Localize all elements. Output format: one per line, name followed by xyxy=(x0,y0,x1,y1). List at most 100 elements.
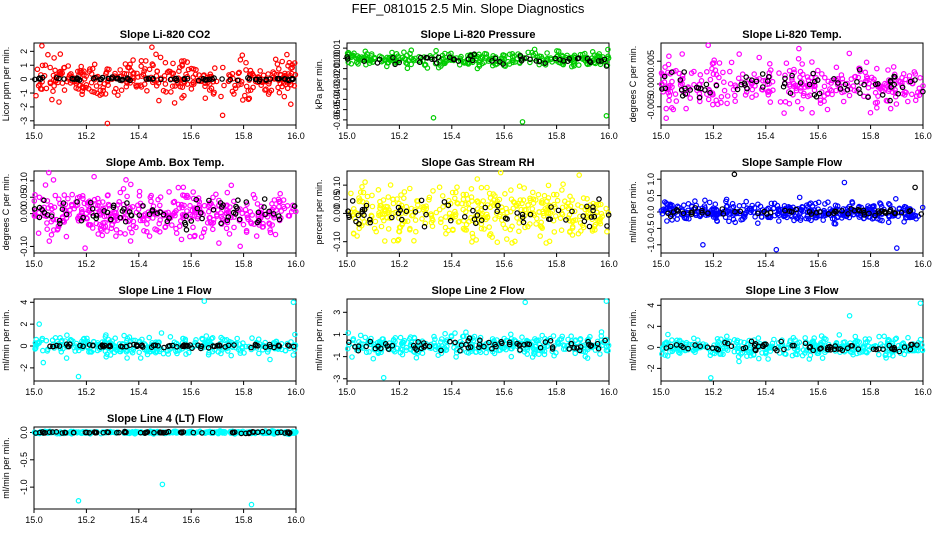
data-point xyxy=(605,46,611,53)
data-point xyxy=(440,204,446,210)
data-point xyxy=(61,192,68,198)
data-point-subset xyxy=(584,55,591,62)
data-point xyxy=(731,336,738,343)
data-point-subset xyxy=(206,197,212,204)
data-point xyxy=(571,63,577,69)
data-point xyxy=(44,226,51,233)
data-point xyxy=(69,191,76,198)
data-point-subset xyxy=(665,210,671,217)
data-point xyxy=(459,333,466,340)
data-point-subset xyxy=(142,430,148,437)
data-point-subset xyxy=(172,75,178,82)
data-point xyxy=(350,230,357,237)
data-point xyxy=(128,181,134,188)
data-point xyxy=(765,356,771,362)
data-point-subset xyxy=(355,212,362,219)
data-point xyxy=(809,59,815,65)
data-point-subset xyxy=(575,55,582,61)
data-point xyxy=(170,60,176,67)
data-point-subset xyxy=(190,429,197,436)
x-tick-label: 15.0 xyxy=(338,131,356,141)
data-point-subset xyxy=(441,199,448,205)
data-point xyxy=(781,110,787,116)
data-point-subset xyxy=(875,81,881,87)
data-point xyxy=(146,233,153,239)
data-point xyxy=(158,330,165,336)
data-point xyxy=(127,61,133,68)
data-point-subset xyxy=(585,338,591,345)
data-point-subset xyxy=(195,77,202,84)
data-point-subset xyxy=(778,338,785,345)
data-point xyxy=(275,66,282,72)
x-tick-label: 15.4 xyxy=(757,259,775,269)
data-point xyxy=(501,335,508,342)
data-point xyxy=(375,187,382,193)
data-point xyxy=(399,54,406,61)
data-point xyxy=(87,222,94,228)
data-point-subset xyxy=(752,347,759,354)
data-point xyxy=(474,65,481,72)
data-point xyxy=(584,196,590,202)
data-point-subset xyxy=(571,344,578,351)
data-point-subset xyxy=(47,343,53,350)
data-point-subset xyxy=(720,211,727,217)
data-point-subset xyxy=(255,209,262,216)
data-point-subset xyxy=(59,206,66,213)
data-point xyxy=(541,192,548,199)
data-point xyxy=(228,352,235,359)
data-point xyxy=(243,227,250,234)
data-point-subset xyxy=(675,208,681,214)
data-point xyxy=(679,51,686,57)
data-point-subset xyxy=(455,58,462,64)
data-point xyxy=(863,59,870,66)
data-point-subset xyxy=(275,76,282,82)
data-point xyxy=(267,356,273,363)
data-point xyxy=(48,232,55,238)
data-point xyxy=(127,238,134,244)
data-point xyxy=(266,220,272,227)
data-point xyxy=(105,201,112,208)
data-point xyxy=(768,200,775,207)
data-point-outlier xyxy=(731,171,738,178)
data-point xyxy=(669,202,675,209)
data-point xyxy=(665,86,672,93)
data-point-subset xyxy=(542,60,548,67)
data-point xyxy=(841,339,848,345)
data-point-subset xyxy=(748,338,755,345)
x-tick-label: 15.0 xyxy=(652,131,670,141)
data-point xyxy=(350,337,356,344)
data-point xyxy=(664,201,670,208)
data-point-subset xyxy=(895,91,902,97)
data-point xyxy=(887,105,894,112)
data-point xyxy=(130,57,136,63)
data-point-outlier xyxy=(159,481,166,488)
data-point xyxy=(821,74,828,81)
data-point-subset xyxy=(61,76,67,82)
data-point xyxy=(242,206,249,213)
data-point-subset xyxy=(886,342,893,349)
data-point-subset xyxy=(136,212,143,218)
data-point xyxy=(432,336,438,343)
data-point xyxy=(193,336,199,343)
data-point xyxy=(409,212,415,219)
data-point xyxy=(598,329,605,335)
data-point-outlier xyxy=(917,300,924,307)
data-point xyxy=(531,351,538,358)
data-point xyxy=(113,227,120,233)
data-point xyxy=(496,213,503,220)
data-point xyxy=(231,224,237,231)
data-point-subset xyxy=(56,75,62,82)
data-point xyxy=(47,64,54,71)
data-point xyxy=(401,49,407,56)
data-point xyxy=(80,195,86,202)
data-point xyxy=(551,352,557,359)
data-point-subset xyxy=(236,216,243,223)
y-tick-label: 0.0 xyxy=(646,206,656,219)
data-point-subset xyxy=(285,76,291,83)
x-tick-label: 15.4 xyxy=(130,515,148,525)
data-point xyxy=(286,59,293,66)
data-point-subset xyxy=(195,342,201,349)
data-point-subset xyxy=(709,345,716,351)
data-point-subset xyxy=(421,344,427,350)
data-point xyxy=(460,191,467,198)
